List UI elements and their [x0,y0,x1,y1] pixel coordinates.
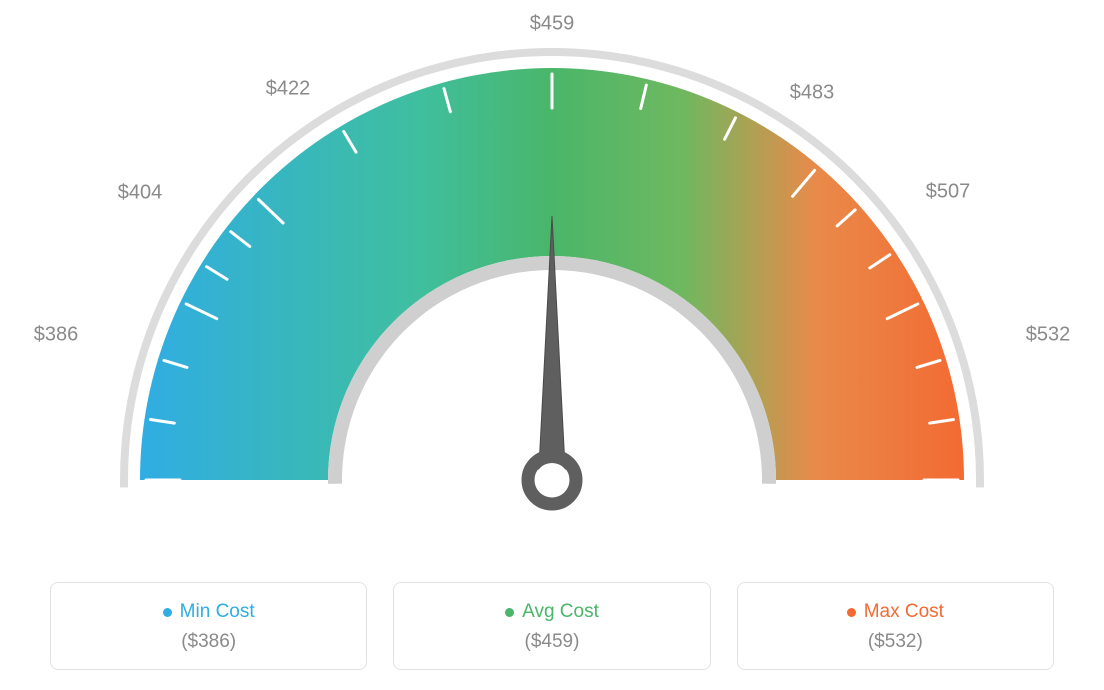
gauge-tick-label: $404 [118,182,163,205]
gauge-tick-label: $459 [530,13,575,36]
legend-card-avg: Avg Cost ($459) [393,582,710,670]
legend-label-min: Min Cost [180,601,255,623]
legend-value-min: ($386) [63,631,354,653]
legend-dot-avg [505,608,514,617]
legend-value-max: ($532) [750,631,1041,653]
legend-card-max: Max Cost ($532) [737,582,1054,670]
gauge-tick-label: $532 [1026,324,1071,347]
gauge-tick-label: $422 [266,78,311,101]
legend-label-avg: Avg Cost [522,601,599,623]
legend-title-min: Min Cost [163,601,255,623]
gauge-tick-label: $507 [926,181,971,204]
legend-dot-max [847,608,856,617]
legend-card-min: Min Cost ($386) [50,582,367,670]
gauge-svg [92,20,1012,560]
legend-title-avg: Avg Cost [505,601,599,623]
gauge-tick-label: $483 [790,82,835,105]
legend-row: Min Cost ($386) Avg Cost ($459) Max Cost… [0,582,1104,670]
legend-title-max: Max Cost [847,601,944,623]
legend-value-avg: ($459) [406,631,697,653]
gauge-tick-label: $386 [34,324,79,347]
legend-dot-min [163,608,172,617]
cost-gauge-chart: $386 $404 $422 $459 $483 $507 $532 Min Cost ($… [0,0,1104,690]
legend-label-max: Max Cost [864,601,944,623]
gauge-area: $386 $404 $422 $459 $483 $507 $532 [0,0,1104,560]
